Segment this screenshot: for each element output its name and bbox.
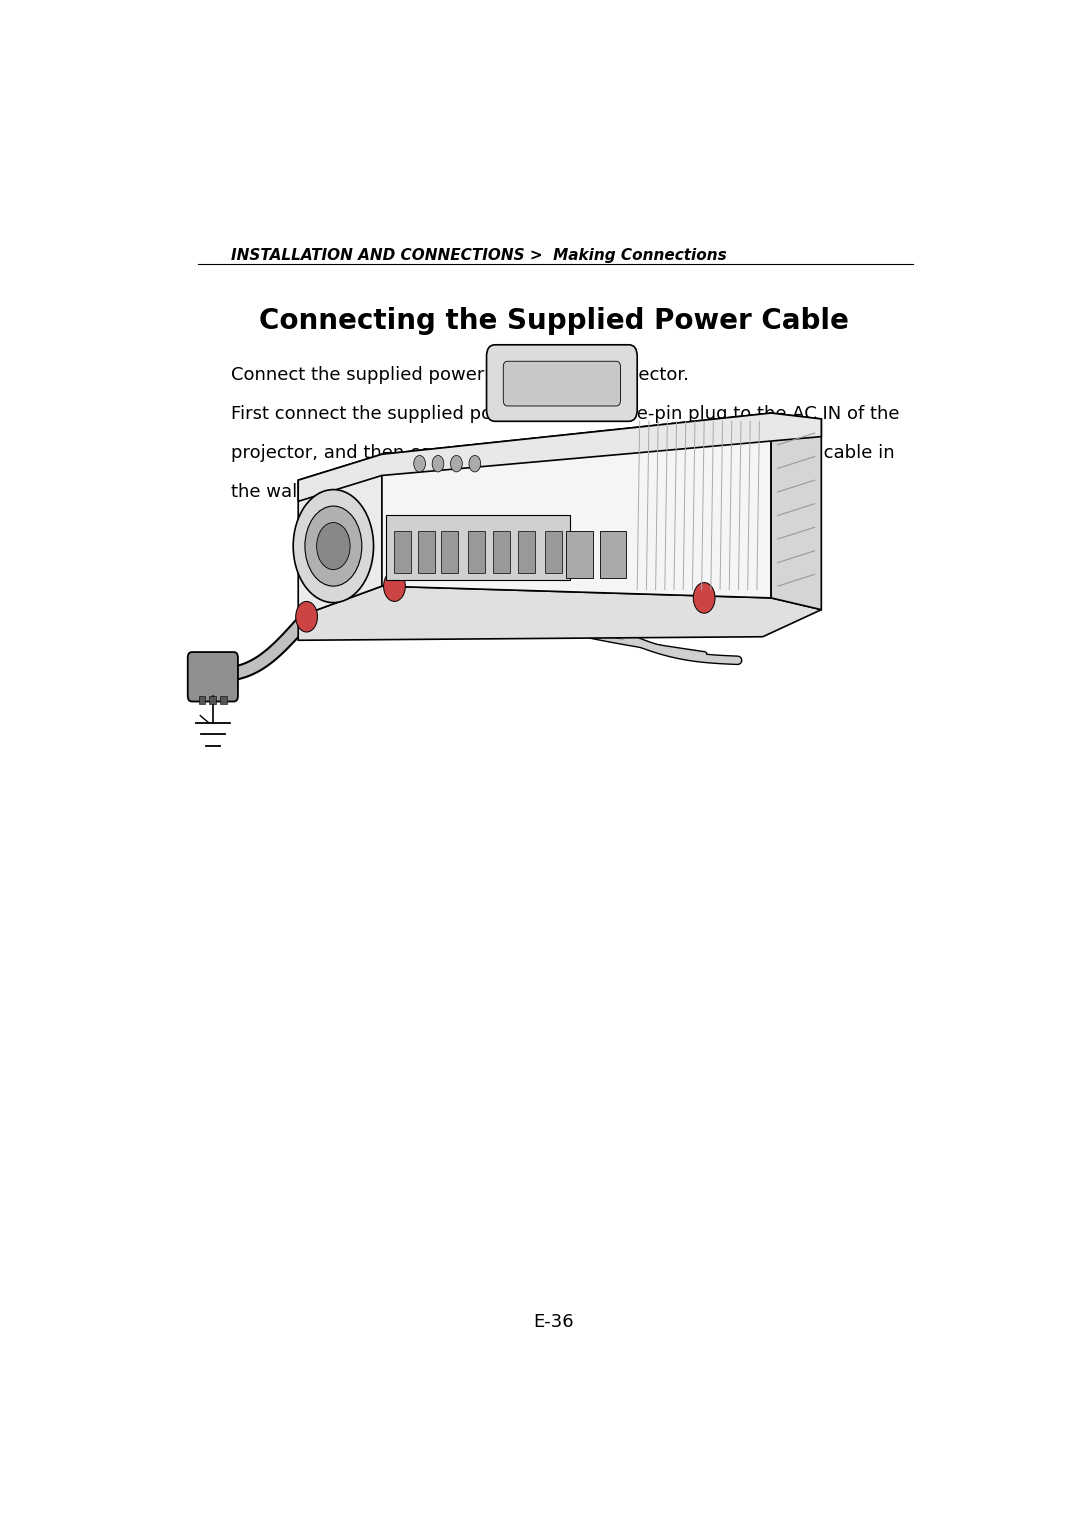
Bar [599,531,626,578]
Bar [220,696,227,703]
Text: projector, and then connect the other plug of the supplied power cable in: projector, and then connect the other pl… [231,443,895,462]
Circle shape [296,601,318,631]
Bar [518,531,535,573]
Bar [442,531,458,573]
Bar [394,531,411,573]
Text: INSTALLATION AND CONNECTIONS >  Making Connections: INSTALLATION AND CONNECTIONS > Making Co… [231,248,727,263]
Circle shape [293,489,374,602]
Bar [545,531,562,573]
Circle shape [450,456,462,472]
Circle shape [693,583,715,613]
Polygon shape [298,413,821,502]
Polygon shape [382,413,771,598]
Text: First connect the supplied power cable's three-pin plug to the AC IN of the: First connect the supplied power cable's… [231,405,900,424]
FancyBboxPatch shape [188,651,238,702]
Bar [468,531,485,573]
Circle shape [305,506,362,586]
Bar [418,531,434,573]
FancyBboxPatch shape [486,344,637,422]
Bar [566,531,593,578]
Text: Connect the supplied power cable to the projector.: Connect the supplied power cable to the … [231,365,689,384]
FancyBboxPatch shape [503,361,620,407]
Polygon shape [771,413,821,610]
Circle shape [432,456,444,472]
Bar [199,696,205,703]
Bar [387,515,570,579]
Circle shape [316,523,350,570]
Text: Connecting the Supplied Power Cable: Connecting the Supplied Power Cable [258,307,849,335]
Bar [494,531,510,573]
Text: the wall outlet.: the wall outlet. [231,483,367,500]
Bar [210,696,216,703]
Polygon shape [298,454,382,616]
Circle shape [469,456,481,472]
Polygon shape [298,586,821,641]
Circle shape [383,570,405,601]
Text: E-36: E-36 [534,1313,573,1332]
Circle shape [414,456,426,472]
